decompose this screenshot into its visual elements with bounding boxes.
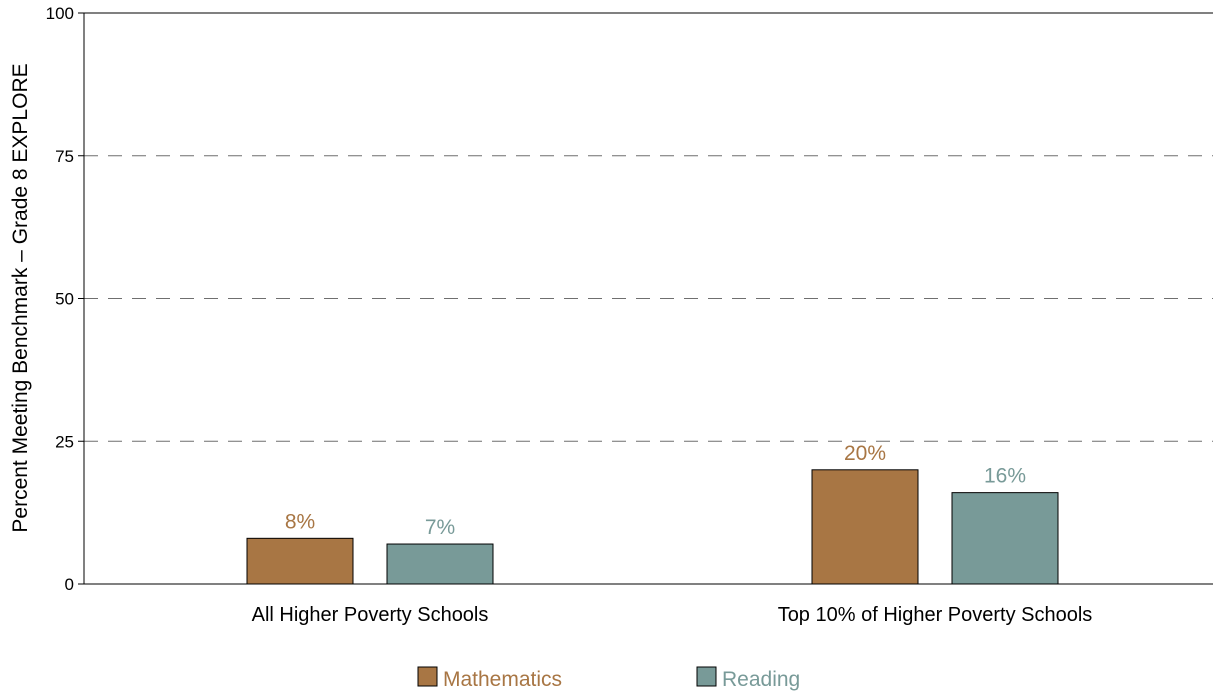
bar-reading-1 <box>951 492 1059 585</box>
data-label-reading-1: 16% <box>984 465 1026 488</box>
y-tick-label-100: 100 <box>46 4 74 23</box>
y-tick-label-75: 75 <box>55 147 74 166</box>
bar-mathematics-1 <box>811 469 919 585</box>
x-tick-label-1: Top 10% of Higher Poverty Schools <box>778 604 1093 626</box>
data-labels: 8% 7% 20% 16% <box>285 442 1026 539</box>
y-tick-label-25: 25 <box>55 432 74 451</box>
data-label-reading-0: 7% <box>425 516 455 539</box>
data-label-mathematics-1: 20% <box>844 442 886 465</box>
legend-swatch-reading <box>696 666 717 687</box>
x-tick-label-0: All Higher Poverty Schools <box>252 604 489 626</box>
bars <box>246 469 1059 585</box>
gridlines <box>84 155 1213 442</box>
y-tick-label-0: 0 <box>65 575 74 594</box>
bar-mathematics-0 <box>246 537 354 585</box>
legend: Mathematics Reading <box>417 666 800 691</box>
data-label-mathematics-0: 8% <box>285 510 315 533</box>
legend-swatch-mathematics <box>417 666 438 687</box>
y-axis-label: Percent Meeting Benchmark – Grade 8 EXPL… <box>9 63 32 532</box>
axes: 0 25 50 75 100 All Higher Poverty Schools Top … <box>46 4 1213 626</box>
bar-reading-0 <box>386 543 494 585</box>
legend-label-reading: Reading <box>722 668 800 691</box>
legend-label-mathematics: Mathematics <box>443 668 562 691</box>
y-tick-label-50: 50 <box>55 290 74 309</box>
